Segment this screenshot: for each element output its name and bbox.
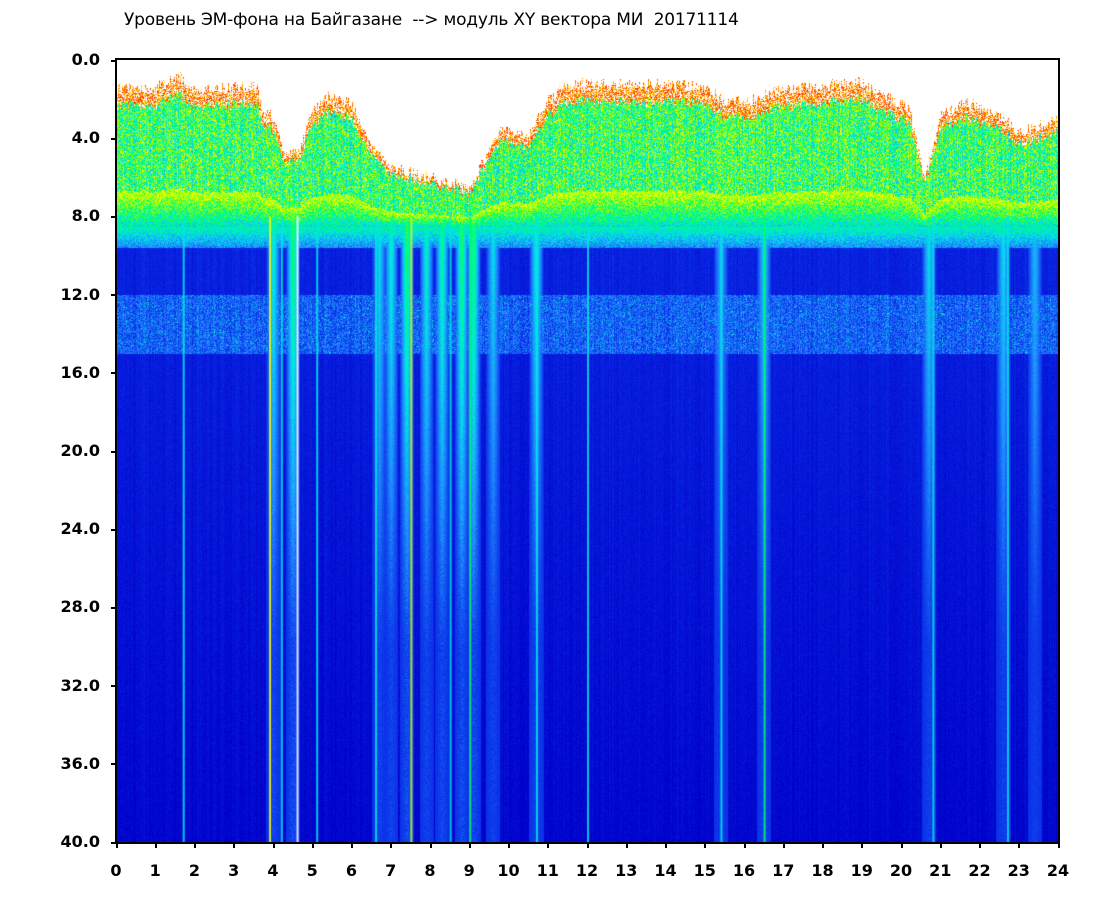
- x-tick-label: 23: [1007, 861, 1030, 880]
- x-tick-label: 10: [497, 861, 520, 880]
- x-tick-mark: [272, 842, 275, 848]
- y-tick-mark: [111, 841, 116, 844]
- x-tick-mark: [704, 842, 707, 848]
- y-tick-mark: [111, 606, 116, 609]
- y-tick-mark: [111, 294, 116, 297]
- x-tick-mark: [625, 842, 628, 848]
- y-tick-mark: [111, 137, 116, 140]
- x-tick-label: 0: [110, 861, 122, 880]
- x-tick-label: 22: [968, 861, 991, 880]
- x-tick-mark: [665, 842, 667, 848]
- x-tick-mark: [586, 842, 589, 848]
- x-tick-label: 11: [536, 861, 559, 880]
- x-tick-label: 3: [228, 861, 240, 880]
- chart-title: Уровень ЭМ-фона на Байгазане --> модуль …: [124, 10, 739, 30]
- x-tick-mark: [233, 842, 236, 848]
- x-tick-label: 15: [693, 861, 716, 880]
- y-tick-label: 16.0: [60, 362, 100, 382]
- x-tick-mark: [154, 842, 157, 848]
- x-tick-mark: [194, 842, 196, 848]
- x-tick-label: 1: [149, 861, 161, 880]
- x-tick-label: 19: [850, 861, 873, 880]
- y-tick-label: 12.0: [60, 284, 100, 304]
- y-tick-mark: [111, 59, 116, 62]
- y-tick-mark: [111, 450, 116, 453]
- y-tick-mark: [111, 685, 116, 688]
- y-tick-mark: [111, 372, 116, 375]
- x-tick-mark: [1018, 842, 1021, 848]
- x-tick-label: 20: [889, 861, 913, 880]
- y-tick-label: 4.0: [71, 128, 100, 148]
- x-tick-label: 5: [306, 861, 318, 880]
- x-tick-label: 24: [1046, 861, 1070, 880]
- spectrogram-heatmap: [116, 60, 1058, 842]
- x-tick-mark: [900, 842, 903, 848]
- x-tick-label: 4: [267, 861, 279, 880]
- y-tick-label: 28.0: [60, 597, 100, 617]
- y-tick-label: 40.0: [60, 832, 100, 851]
- x-tick-mark: [547, 842, 550, 848]
- y-tick-label: 0.0: [71, 50, 100, 69]
- x-tick-mark: [822, 842, 824, 848]
- y-tick-label: 36.0: [60, 753, 100, 773]
- x-tick-mark: [939, 842, 942, 848]
- x-tick-label: 18: [811, 861, 834, 880]
- x-tick-mark: [861, 842, 864, 848]
- x-tick-mark: [1057, 842, 1060, 848]
- x-tick-label: 8: [424, 861, 436, 880]
- x-tick-mark: [743, 842, 746, 848]
- y-tick-label: 8.0: [71, 206, 100, 226]
- x-tick-mark: [782, 842, 785, 848]
- x-tick-mark: [390, 842, 393, 848]
- x-tick-mark: [351, 842, 353, 848]
- y-tick-mark: [111, 528, 116, 531]
- y-tick-label: 20.0: [60, 441, 100, 460]
- x-tick-label: 13: [615, 861, 638, 880]
- y-tick-mark: [111, 215, 116, 218]
- x-tick-mark: [508, 842, 510, 848]
- y-tick-label: 32.0: [60, 675, 100, 695]
- x-tick-label: 16: [732, 861, 756, 880]
- x-tick-label: 9: [463, 861, 475, 880]
- x-tick-mark: [468, 842, 471, 848]
- x-tick-label: 12: [575, 861, 599, 880]
- x-tick-mark: [311, 842, 314, 848]
- y-tick-label: 24.0: [60, 519, 100, 539]
- x-tick-label: 6: [345, 861, 358, 880]
- x-tick-mark: [115, 842, 118, 848]
- x-tick-label: 7: [385, 861, 397, 880]
- x-tick-mark: [979, 842, 981, 848]
- x-tick-mark: [429, 842, 432, 848]
- y-tick-mark: [111, 763, 116, 766]
- x-tick-label: 14: [654, 861, 677, 880]
- x-tick-label: 21: [929, 861, 952, 880]
- x-tick-label: 17: [772, 861, 795, 880]
- x-tick-label: 2: [188, 861, 201, 880]
